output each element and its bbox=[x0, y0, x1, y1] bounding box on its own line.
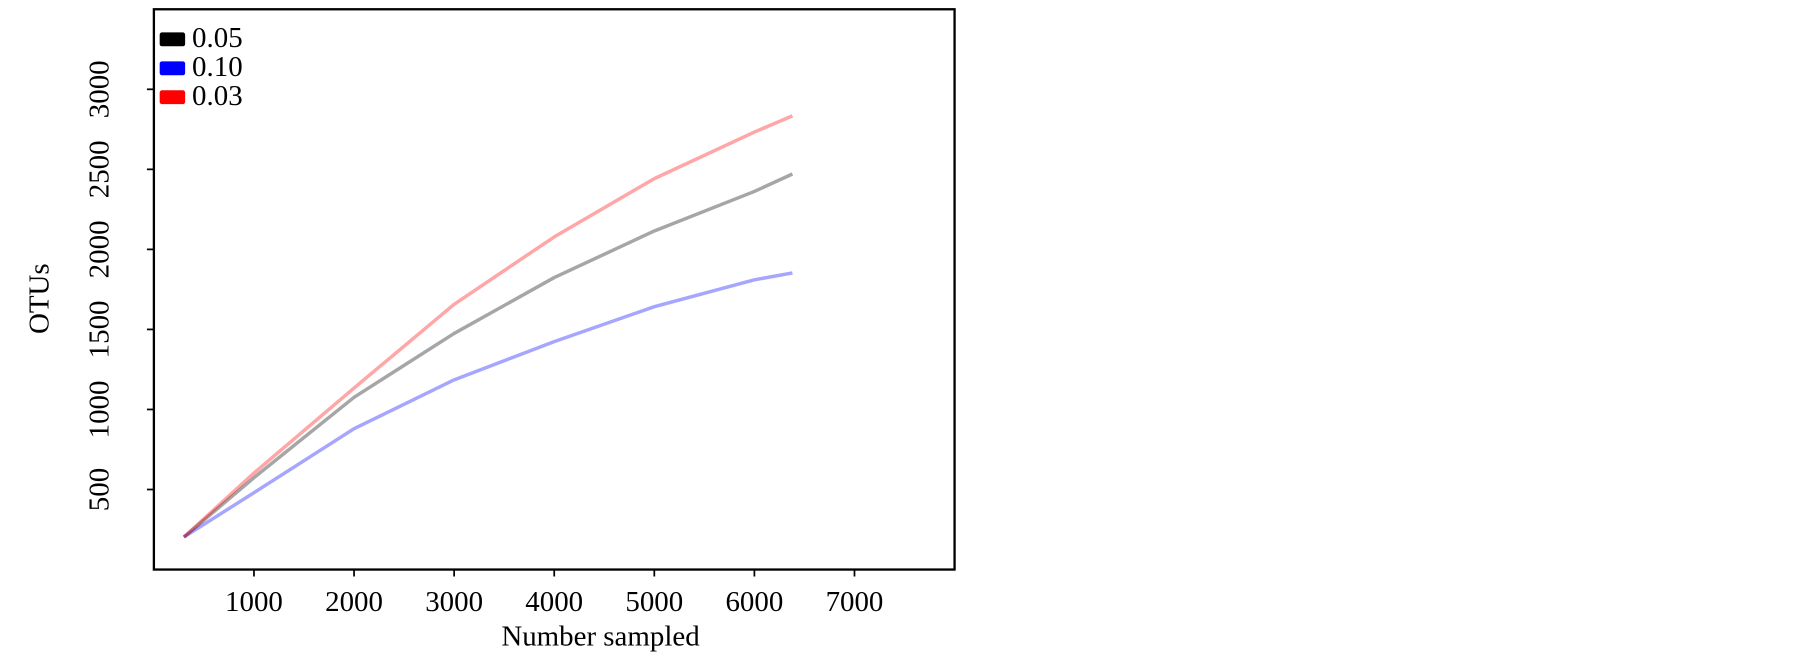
x-tick-label: 4000 bbox=[525, 586, 583, 618]
x-tick-label: 2000 bbox=[325, 586, 383, 618]
x-tick-label: 5000 bbox=[625, 586, 683, 618]
legend-label: 0.10 bbox=[192, 51, 243, 83]
y-tick-label: 500 bbox=[83, 468, 115, 511]
x-tick-label: 6000 bbox=[725, 586, 783, 618]
x-axis-label: Number sampled bbox=[501, 621, 700, 653]
x-tick-label: 1000 bbox=[225, 586, 283, 618]
plot-frame bbox=[152, 8, 956, 571]
legend-label: 0.05 bbox=[192, 22, 243, 54]
y-tick-label: 1500 bbox=[83, 300, 115, 358]
y-tick-label: 2000 bbox=[83, 220, 115, 278]
legend-label: 0.03 bbox=[192, 80, 243, 112]
y-tick-label: 2500 bbox=[83, 140, 115, 198]
legend-swatch bbox=[159, 61, 186, 76]
x-tick-label: 3000 bbox=[425, 586, 483, 618]
legend-swatch bbox=[159, 90, 186, 105]
y-tick-label: 3000 bbox=[83, 60, 115, 118]
series-line bbox=[182, 172, 794, 539]
series-line bbox=[182, 271, 793, 539]
x-tick-label: 7000 bbox=[826, 586, 884, 618]
series-line bbox=[182, 114, 794, 539]
legend-swatch bbox=[159, 32, 186, 47]
y-axis-label: OTUs bbox=[23, 263, 55, 334]
y-tick-label: 1000 bbox=[83, 381, 115, 439]
